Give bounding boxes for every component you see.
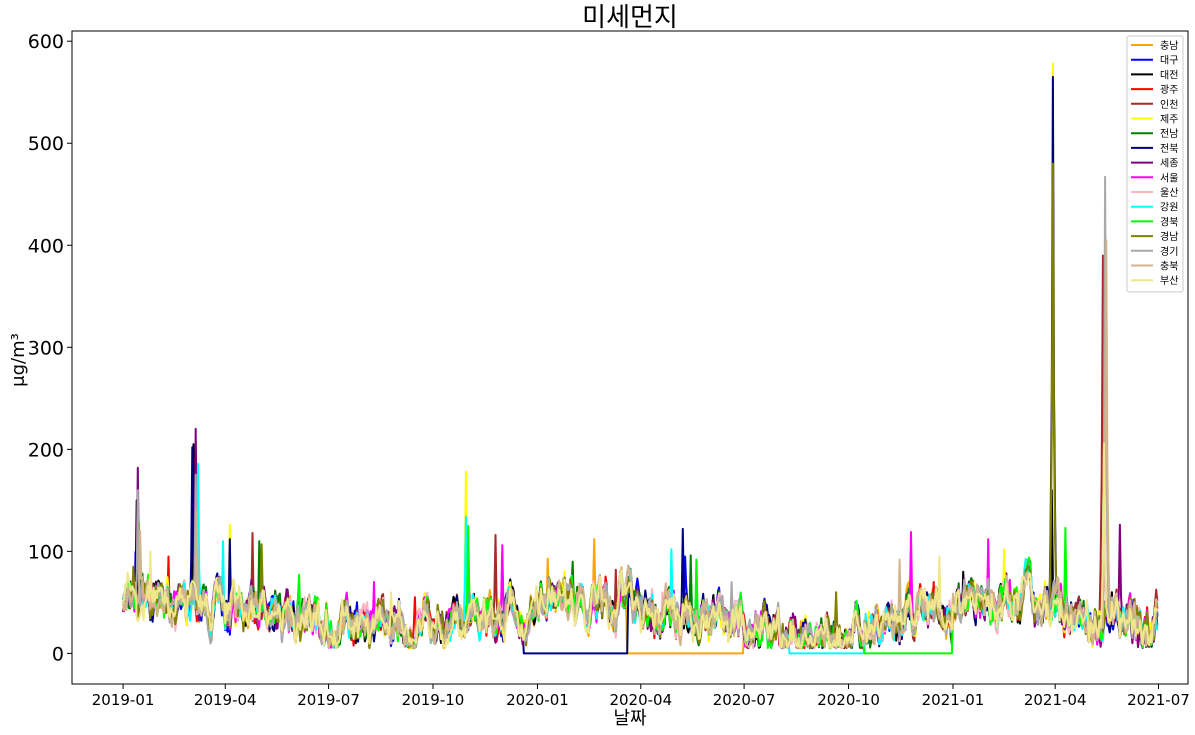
x-tick-label-10: 2021-07 <box>1127 691 1190 709</box>
y-tick-label-6: 600 <box>28 31 64 53</box>
x-tick-label-1: 2019-04 <box>194 691 257 709</box>
x-tick-label-0: 2019-01 <box>92 691 155 709</box>
legend-label-14: 경기 <box>1160 245 1178 258</box>
y-tick-label-2: 200 <box>28 439 64 461</box>
legend-label-15: 충북 <box>1160 261 1178 273</box>
legend-label-0: 충남 <box>1160 40 1178 52</box>
legend-label-1: 대구 <box>1160 55 1178 67</box>
y-axis-label: μg/m³ <box>8 333 29 387</box>
legend-label-4: 인천 <box>1160 99 1178 111</box>
legend-label-16: 부산 <box>1160 275 1178 287</box>
legend-label-12: 경북 <box>1160 215 1178 228</box>
x-tick-label-5: 2020-04 <box>609 691 672 709</box>
x-axis-label: 날짜 <box>613 708 647 729</box>
y-tick-label-3: 300 <box>28 337 64 359</box>
legend-label-5: 제주 <box>1160 114 1178 126</box>
y-tick-label-4: 400 <box>28 235 64 257</box>
legend-label-7: 전북 <box>1160 143 1178 155</box>
x-tick-label-4: 2020-01 <box>506 691 569 709</box>
x-tick-label-2: 2019-07 <box>297 691 360 709</box>
plot-frame <box>71 30 1189 685</box>
legend-label-11: 강원 <box>1160 202 1178 214</box>
x-axis: 2019-01 2019-04 2019-07 2019-10 2020-01 2020-… <box>92 684 1190 709</box>
legend-box <box>1126 35 1184 293</box>
chart-title: 미세먼지 <box>582 3 678 33</box>
series-layer <box>122 62 1159 655</box>
legend-label-8: 세종 <box>1160 158 1178 170</box>
legend-label-9: 서울 <box>1160 172 1178 184</box>
x-tick-label-6: 2020-07 <box>713 691 776 709</box>
x-tick-label-7: 2020-10 <box>817 691 880 709</box>
y-tick-label-1: 100 <box>28 541 64 563</box>
legend-label-13: 경남 <box>1160 230 1178 243</box>
legend-label-3: 광주 <box>1160 84 1178 96</box>
x-tick-label-3: 2019-10 <box>402 691 465 709</box>
x-tick-label-9: 2021-04 <box>1024 691 1087 709</box>
legend-label-10: 울산 <box>1160 187 1178 199</box>
y-tick-label-5: 500 <box>28 133 64 155</box>
y-tick-label-0: 0 <box>52 643 64 665</box>
legend-label-6: 전남 <box>1160 128 1178 140</box>
series-line-16 <box>122 442 1159 649</box>
legend-label-2: 대전 <box>1160 69 1178 81</box>
y-axis: 0 100 200 300 400 500 600 <box>28 31 72 665</box>
x-tick-label-8: 2021-01 <box>922 691 985 709</box>
